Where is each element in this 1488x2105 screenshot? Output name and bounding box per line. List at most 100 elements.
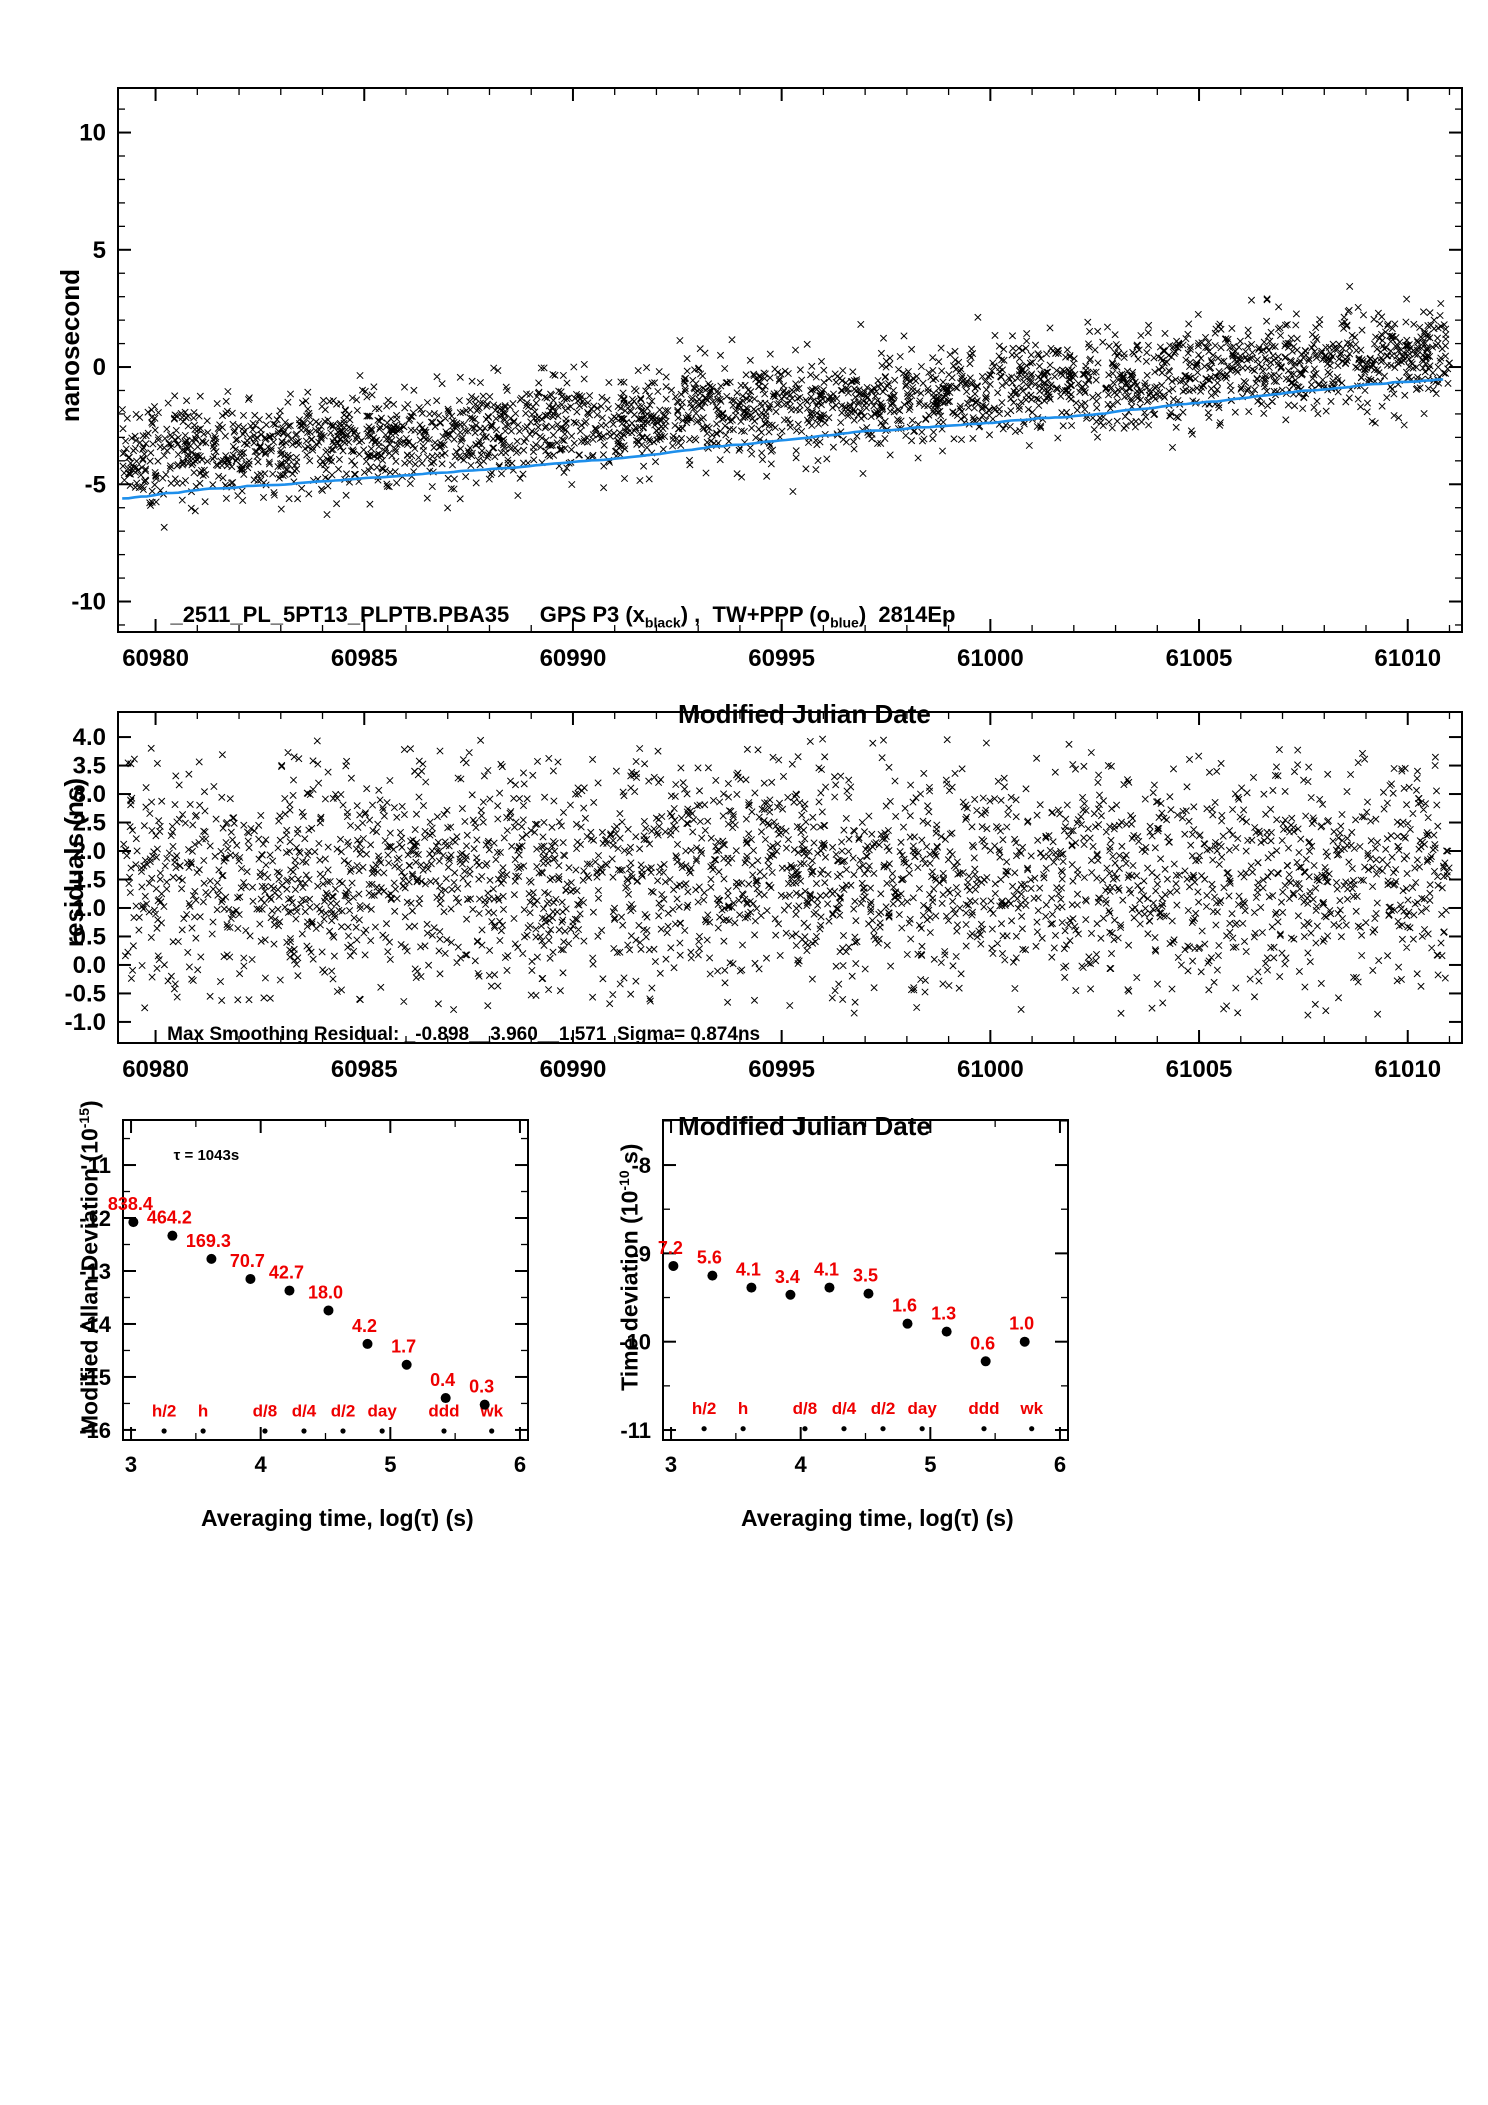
mdev-ref-label: h/2	[152, 1402, 177, 1421]
residuals-y-tick-label: -1.0	[65, 1009, 106, 1036]
mdev-ref-label: h	[198, 1402, 208, 1421]
mdev-ref-dot	[489, 1428, 495, 1434]
mdev-point-value-label: 18.0	[308, 1282, 343, 1302]
mdev-ref-label: ddd	[428, 1402, 459, 1421]
phase-caption-file: _2511_PL_5PT13_PLPTB.PBA35	[170, 602, 510, 627]
phase-x-axis-title: Modified Julian Date	[540, 668, 1040, 761]
residuals-y-tick-label: 1.5	[73, 866, 106, 893]
tdev-y-tick-label: -9	[631, 1241, 651, 1266]
residuals-y-axis-title: residuals (ns)	[29, 677, 89, 1077]
tdev-ref-label: h/2	[692, 1399, 717, 1418]
phase-caption-sub-black: black	[644, 614, 681, 631]
mdev-point-value-label: 42.7	[269, 1263, 304, 1283]
residuals-y-axis-title-text: residuals (ns)	[59, 778, 89, 948]
tdev-ref-dot	[701, 1426, 707, 1432]
tdev-data-point	[863, 1288, 874, 1299]
mdev-ref-dot	[161, 1428, 167, 1434]
mdev-data-point	[128, 1217, 139, 1228]
residuals-x-tick-label: 61005	[1166, 1056, 1233, 1083]
tdev-data-point	[902, 1318, 913, 1329]
phase-y-tick-label: -10	[71, 589, 106, 616]
tdev-ylabel-sup: -10	[616, 1170, 632, 1191]
tdev-x-axis-title: Averaging time, log(τ) (s)	[665, 1478, 1065, 1559]
tdev-ref-dot	[919, 1426, 925, 1432]
mdev-data-point	[362, 1338, 373, 1349]
phase-y-axis-title: nanosecond	[25, 160, 85, 560]
phase-y-tick-label: 10	[79, 120, 106, 147]
phase-x-tick-label: 60995	[748, 645, 815, 672]
tdev-ref-dot	[841, 1426, 847, 1432]
mdev-ref-label: d/2	[331, 1402, 356, 1421]
mdev-data-point	[206, 1253, 217, 1264]
mdev-y-tick-label: -15	[79, 1365, 111, 1390]
tdev-data-point	[941, 1326, 952, 1337]
tdev-ref-label: d/2	[871, 1399, 896, 1418]
tdev-ref-label: d/4	[832, 1399, 857, 1418]
tdev-point-value-label: 1.3	[931, 1304, 956, 1324]
residuals-y-tick-label: 2.0	[73, 838, 106, 865]
tdev-point-value-label: 4.1	[736, 1260, 761, 1280]
mdev-tau-annotation: τ = 1043s	[157, 1130, 240, 1181]
gps-p3-scatter	[118, 282, 1454, 531]
mdev-point-value-label: 838.4	[108, 1194, 153, 1214]
phase-x-tick-label: 61000	[957, 645, 1024, 672]
mdev-data-point	[323, 1305, 334, 1316]
phase-caption: _2511_PL_5PT13_PLPTB.PBA35 GPS P3 (xblac…	[146, 576, 955, 656]
mdev-y-tick-label: -14	[79, 1312, 112, 1337]
phase-x-tick-label: 60985	[331, 645, 398, 672]
tdev-ylabel-pre: Time deviation (10	[616, 1190, 643, 1391]
residuals-y-tick-label: -0.5	[65, 980, 106, 1007]
mdev-ref-dot	[262, 1428, 268, 1434]
phase-x-tick-label: 60990	[540, 645, 607, 672]
mdev-ylabel-pre: Modified Allan Deviation (10	[76, 1128, 103, 1435]
phase-caption-mid: ) , TW+PPP (o	[680, 602, 831, 627]
residuals-y-tick-label: 1.0	[73, 895, 106, 922]
mdev-data-point	[440, 1393, 451, 1404]
tdev-data-point	[824, 1282, 835, 1293]
tdev-point-value-label: 1.0	[1009, 1314, 1034, 1334]
tdev-data-point	[785, 1289, 796, 1300]
mdev-ref-dot	[441, 1428, 447, 1434]
mdev-ref-dot	[200, 1428, 206, 1434]
mdev-ylabel-post: )	[76, 1100, 103, 1109]
mdev-data-point	[167, 1230, 178, 1241]
tdev-ref-label: wk	[1019, 1399, 1043, 1418]
phase-caption-sub-blue: blue	[830, 614, 859, 631]
phase-y-tick-label: 5	[93, 237, 106, 264]
tdev-ref-dot	[880, 1426, 886, 1432]
mdev-y-tick-label: -16	[79, 1418, 111, 1443]
mdev-ref-dot	[301, 1428, 307, 1434]
mdev-x-tick-label: 5	[384, 1452, 396, 1477]
residuals-x-tick-label: 61010	[1374, 1056, 1441, 1083]
residuals-caption: Max Smoothing Residual: _-0.898__3.960__…	[146, 1002, 760, 1068]
mdev-data-point	[245, 1273, 256, 1284]
tdev-data-point	[980, 1356, 991, 1367]
phase-y-axis-title-text: nanosecond	[55, 268, 85, 423]
residuals-x-axis-title-text: Modified Julian Date	[678, 1111, 931, 1141]
mdev-x-tick-label: 6	[514, 1452, 526, 1477]
phase-x-tick-label: 61010	[1374, 645, 1441, 672]
tdev-data-point	[746, 1282, 757, 1293]
mdev-data-point	[284, 1285, 295, 1296]
tdev-x-tick-label: 5	[924, 1452, 936, 1477]
mdev-ylabel-sup: -15	[76, 1108, 92, 1129]
tdev-ref-dot	[740, 1426, 746, 1432]
phase-frame	[117, 87, 1463, 633]
mdev-point-value-label: 169.3	[186, 1231, 231, 1251]
tdev-point-value-label: 3.4	[775, 1267, 800, 1287]
mdev-ref-dot	[340, 1428, 346, 1434]
tdev-x-tick-label: 6	[1054, 1452, 1066, 1477]
mdev-point-value-label: 4.2	[352, 1316, 377, 1336]
mdev-point-value-label: 464.2	[147, 1208, 192, 1228]
tdev-point-value-label: 3.5	[853, 1266, 878, 1286]
tdev-data-point	[668, 1260, 679, 1271]
phase-x-tick-label: 60980	[122, 645, 189, 672]
mdev-ref-label: d/8	[253, 1402, 278, 1421]
mdev-x-axis-title-text: Averaging time, log(τ) (s)	[201, 1505, 474, 1531]
tdev-x-tick-label: 3	[665, 1452, 677, 1477]
mdev-ref-label: day	[368, 1402, 398, 1421]
residuals-y-tick-label: 0.5	[73, 923, 106, 950]
residuals-scatter	[120, 735, 1453, 1019]
